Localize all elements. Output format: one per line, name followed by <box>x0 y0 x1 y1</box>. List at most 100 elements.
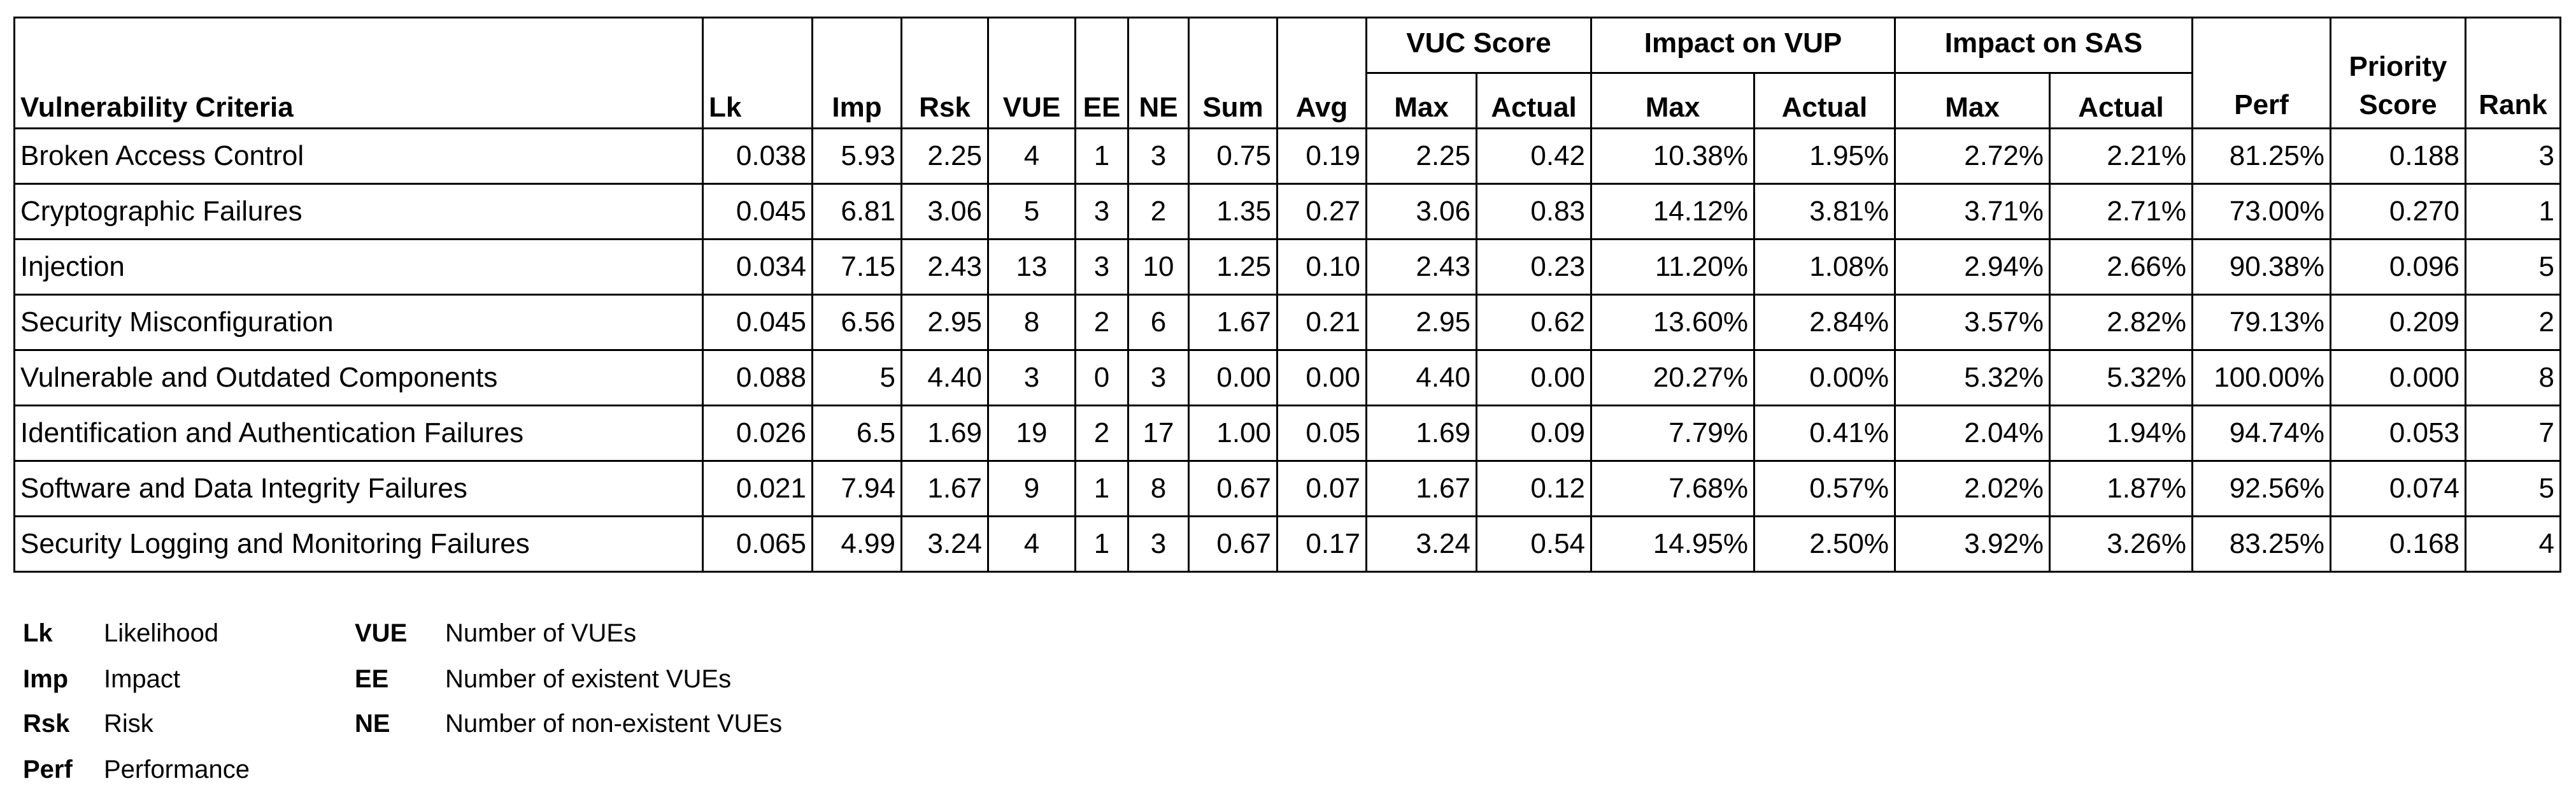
value-cell: 3 <box>1074 238 1129 296</box>
table-header: Vulnerability Criteria Lk Imp Rsk VUE EE NE Sum… <box>13 17 2562 129</box>
value-cell: 0.188 <box>2330 127 2467 185</box>
value-cell: 3.24 <box>900 515 989 573</box>
sub-header: Max <box>1590 72 1756 129</box>
value-cell: 6 <box>1127 294 1190 351</box>
value-cell: 1 <box>1074 460 1129 517</box>
column-header: VUE <box>987 17 1076 129</box>
value-cell: 2 <box>1074 294 1129 351</box>
value-cell: 2.84% <box>1753 294 1896 351</box>
value-cell: 4 <box>987 127 1076 185</box>
value-cell: 4.40 <box>1365 349 1477 406</box>
value-cell: 0.045 <box>702 183 813 240</box>
value-cell: 3 <box>1127 349 1190 406</box>
value-cell: 0.67 <box>1188 460 1278 517</box>
value-cell: 17 <box>1127 405 1190 462</box>
value-cell: 0.065 <box>702 515 813 573</box>
value-cell: 1.94% <box>2049 405 2194 462</box>
sub-header: Actual <box>1475 72 1593 129</box>
criteria-cell: Cryptographic Failures <box>13 183 704 240</box>
table-row: Security Misconfiguration 0.045 6.56 2.95 8 2… <box>13 294 2562 351</box>
column-header: NE <box>1127 17 1190 129</box>
legend-text: Performance <box>104 756 250 784</box>
value-cell: 5 <box>2465 460 2562 517</box>
value-cell: 0.75 <box>1188 127 1278 185</box>
criteria-cell: Security Misconfiguration <box>13 294 704 351</box>
value-cell: 0.54 <box>1475 515 1593 573</box>
value-cell: 0.09 <box>1475 405 1593 462</box>
value-cell: 0.034 <box>702 238 813 296</box>
value-cell: 2.82% <box>2049 294 2194 351</box>
value-cell: 2.04% <box>1894 405 2051 462</box>
value-cell: 5 <box>987 183 1076 240</box>
sub-header: Max <box>1365 72 1477 129</box>
value-cell: 5.32% <box>2049 349 2194 406</box>
value-cell: 14.12% <box>1590 183 1756 240</box>
value-cell: 2.50% <box>1753 515 1896 573</box>
legend-abbr: Rsk <box>23 710 70 738</box>
value-cell: 2.95 <box>900 294 989 351</box>
value-cell: 1.67 <box>1188 294 1278 351</box>
legend-text: Number of existent VUEs <box>445 665 732 693</box>
value-cell: 2.21% <box>2049 127 2194 185</box>
value-cell: 100.00% <box>2191 349 2332 406</box>
value-cell: 1.00 <box>1188 405 1278 462</box>
value-cell: 1 <box>2465 183 2562 240</box>
value-cell: 3 <box>1074 183 1129 240</box>
column-header: Vulnerability Criteria <box>13 17 704 129</box>
column-header: Avg <box>1276 17 1367 129</box>
value-cell: 1.25 <box>1188 238 1278 296</box>
value-cell: 3 <box>987 349 1076 406</box>
sub-header: Actual <box>2049 72 2194 129</box>
value-cell: 0.00 <box>1188 349 1278 406</box>
sub-header: Actual <box>1753 72 1896 129</box>
header-row: Vulnerability Criteria Lk Imp Rsk VUE EE NE Sum… <box>13 17 2562 129</box>
table-row: Security Logging and Monitoring Failures… <box>13 515 2562 573</box>
value-cell: 2.95 <box>1365 294 1477 351</box>
value-cell: 0.00 <box>1475 349 1593 406</box>
value-cell: 0.000 <box>2330 349 2467 406</box>
value-cell: 5.93 <box>811 127 902 185</box>
value-cell: 0.42 <box>1475 127 1593 185</box>
criteria-cell: Security Logging and Monitoring Failures <box>13 515 704 573</box>
value-cell: 0.21 <box>1276 294 1367 351</box>
value-cell: 10 <box>1127 238 1190 296</box>
value-cell: 1.95% <box>1753 127 1896 185</box>
value-cell: 5 <box>2465 238 2562 296</box>
group-header: Impact on SAS <box>1894 17 2194 74</box>
table-row: Vulnerable and Outdated Components 0.088 5… <box>13 349 2562 406</box>
value-cell: 83.25% <box>2191 515 2332 573</box>
legend-abbr: EE <box>355 665 389 693</box>
value-cell: 1 <box>1074 515 1129 573</box>
value-cell: 3 <box>2465 127 2562 185</box>
legend-abbr: Lk <box>23 619 53 647</box>
value-cell: 1.69 <box>1365 405 1477 462</box>
value-cell: 6.81 <box>811 183 902 240</box>
value-cell: 0.19 <box>1276 127 1367 185</box>
value-cell: 1.69 <box>900 405 989 462</box>
column-header: EE <box>1074 17 1129 129</box>
value-cell: 2.43 <box>900 238 989 296</box>
vulnerability-table: Vulnerability Criteria Lk Imp Rsk VUE EE NE Sum… <box>13 17 2562 573</box>
value-cell: 0.026 <box>702 405 813 462</box>
criteria-cell: Identification and Authentication Failur… <box>13 405 704 462</box>
value-cell: 0.17 <box>1276 515 1367 573</box>
value-cell: 2 <box>1074 405 1129 462</box>
value-cell: 1.35 <box>1188 183 1278 240</box>
legend-text: Likelihood <box>104 619 219 647</box>
value-cell: 0.05 <box>1276 405 1367 462</box>
legend-text: Number of VUEs <box>445 619 637 647</box>
value-cell: 0.053 <box>2330 405 2467 462</box>
table-row: Identification and Authentication Failur… <box>13 405 2562 462</box>
value-cell: 7.79% <box>1590 405 1756 462</box>
criteria-cell: Software and Data Integrity Failures <box>13 460 704 517</box>
value-cell: 2 <box>2465 294 2562 351</box>
value-cell: 1.67 <box>1365 460 1477 517</box>
value-cell: 0.038 <box>702 127 813 185</box>
value-cell: 90.38% <box>2191 238 2332 296</box>
value-cell: 3 <box>1127 127 1190 185</box>
value-cell: 3.57% <box>1894 294 2051 351</box>
value-cell: 81.25% <box>2191 127 2332 185</box>
column-header: Perf <box>2191 17 2332 129</box>
value-cell: 1.08% <box>1753 238 1896 296</box>
value-cell: 0.074 <box>2330 460 2467 517</box>
